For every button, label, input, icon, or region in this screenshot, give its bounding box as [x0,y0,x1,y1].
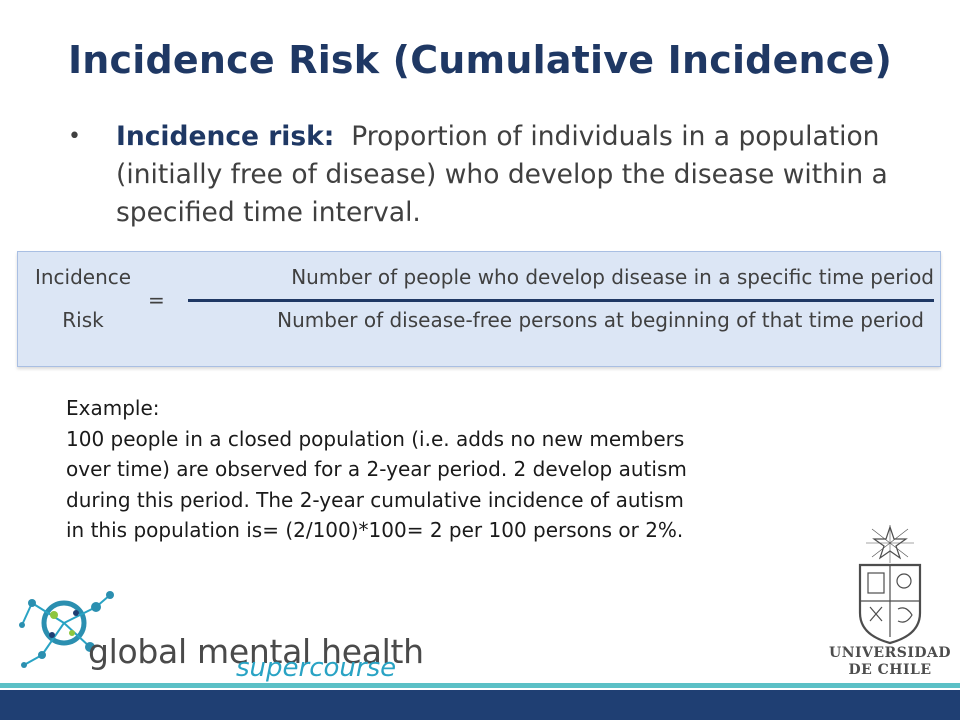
uch-logo-line1: UNIVERSIDAD [828,645,952,661]
university-crest-icon [858,525,922,645]
example-block: Example: 100 people in a closed populati… [66,393,886,546]
example-line: during this period. The 2-year cumulativ… [66,487,684,512]
formula-numerator: Number of people who develop disease in … [291,265,934,289]
bullet-term: Incidence risk: [116,121,335,152]
fraction-line [188,299,934,302]
example-line: 100 people in a closed population (i.e. … [66,426,685,451]
bullet-dot: • [68,124,81,149]
bullet-definition: Proportion of individuals in a populatio… [116,121,888,228]
formula-equals: = [148,288,165,312]
example-heading: Example: [66,396,160,420]
footer-bar-dark [0,690,960,720]
example-line: over time) are observed for a 2-year per… [66,457,687,481]
bullet-text: Incidence risk: Proportion of individual… [116,118,906,232]
network-nodes-icon [19,591,114,668]
footer-bar-separator [0,688,960,690]
footer-bar-light [0,683,960,688]
uch-logo-line2: DE CHILE [848,662,932,678]
gmh-logo-line1: global mental health [88,632,424,671]
formula-left-bottom: Risk [62,308,104,332]
formula-denominator: Number of disease-free persons at beginn… [277,308,924,332]
gmh-logo-line2: supercourse [236,653,397,683]
slide-title: Incidence Risk (Cumulative Incidence) [67,38,893,82]
example-line: in this population is= (2/100)*100= 2 pe… [66,518,684,542]
formula-box: Incidence Risk = Number of people who de… [17,251,941,367]
formula-left-top: Incidence [34,265,132,289]
